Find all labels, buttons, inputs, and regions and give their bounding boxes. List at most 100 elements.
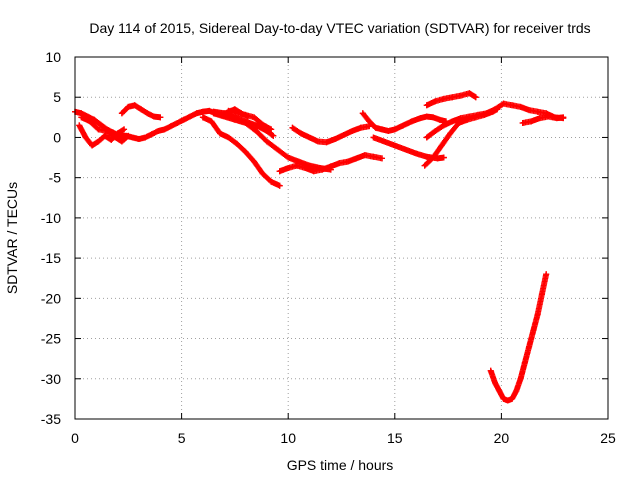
data-point [114, 130, 121, 137]
data-point [381, 138, 388, 145]
data-point [135, 136, 142, 143]
data-point [82, 134, 89, 141]
data-point [302, 165, 309, 172]
data-point [293, 162, 300, 169]
data-point [487, 367, 494, 374]
y-tick-label: -25 [41, 331, 61, 347]
data-point [534, 108, 541, 115]
data-point [289, 124, 296, 131]
data-point [78, 114, 85, 121]
chart-title: Day 114 of 2015, Sidereal Day-to-day VTE… [89, 20, 590, 36]
data-point [408, 118, 415, 125]
data-point [129, 134, 136, 141]
data-point [295, 158, 302, 165]
data-point [315, 138, 322, 145]
data-point [270, 132, 277, 139]
data-point [509, 395, 516, 402]
data-point [253, 128, 260, 135]
y-tick-labels: 10 5 0 -5 -10 -15 -20 -25 -30 -35 [41, 49, 61, 427]
series-markers [487, 271, 550, 404]
data-point [332, 136, 339, 143]
data-point [225, 134, 232, 141]
data-point [327, 163, 334, 170]
grid-lines [75, 57, 608, 419]
data-point [519, 119, 526, 126]
series-arc-15 [423, 100, 567, 141]
data-point [180, 116, 187, 123]
data-point [336, 160, 343, 167]
data-point [413, 150, 420, 157]
data-point [391, 126, 398, 133]
data-point [125, 103, 132, 110]
data-point [118, 110, 125, 117]
data-point [234, 110, 241, 117]
data-point [310, 168, 317, 175]
data-point [560, 114, 567, 121]
data-point [97, 121, 104, 128]
y-tick-label: -10 [41, 210, 61, 226]
data-point [500, 100, 507, 107]
data-point [274, 146, 281, 153]
data-point [76, 122, 83, 129]
data-point [242, 118, 249, 125]
data-point [372, 124, 379, 131]
data-point [263, 138, 270, 145]
data-point [259, 121, 266, 128]
data-point [436, 116, 443, 123]
data-point [234, 140, 241, 147]
data-point [449, 118, 456, 125]
data-point [138, 106, 145, 113]
data-point [543, 110, 550, 117]
data-point [101, 132, 108, 139]
data-point [379, 155, 386, 162]
data-point [118, 138, 125, 145]
data-point [513, 387, 520, 394]
data-point [359, 110, 366, 117]
data-point [91, 116, 98, 123]
data-point [440, 122, 447, 129]
data-point [89, 142, 96, 149]
x-tick-label: 20 [494, 430, 510, 446]
data-point [402, 146, 409, 153]
data-point [297, 130, 304, 137]
data-point [370, 153, 377, 160]
data-point [148, 131, 155, 138]
data-point [423, 102, 430, 109]
data-point [379, 126, 386, 133]
data-point [323, 139, 330, 146]
y-tick-label: 10 [45, 49, 61, 65]
series-arc-5 [199, 114, 283, 189]
data-point [193, 110, 200, 117]
data-point [231, 114, 238, 121]
series-arc-3 [78, 114, 132, 145]
plot-frame [74, 56, 609, 420]
data-point [517, 375, 524, 382]
data-point [400, 122, 407, 129]
data-point [221, 110, 228, 117]
data-point [208, 118, 215, 125]
data-point [353, 155, 360, 162]
data-point [95, 138, 102, 145]
data-point [251, 114, 258, 121]
data-point [430, 154, 437, 161]
data-point [447, 130, 454, 137]
series-arc-7 [210, 108, 277, 139]
data-point [553, 115, 560, 122]
series-arc-10 [289, 123, 373, 146]
data-point [466, 90, 473, 97]
data-point [521, 359, 528, 366]
y-tick-label: 0 [53, 129, 61, 145]
data-point [144, 110, 151, 117]
data-point [285, 154, 292, 161]
data-point [517, 103, 524, 110]
y-axis-label: SDTVAR / TECUs [4, 182, 20, 294]
data-point [103, 128, 110, 135]
data-point [285, 165, 292, 172]
series-arc-11 [359, 110, 449, 135]
data-point [432, 128, 439, 135]
data-point [528, 118, 535, 125]
series-arc-9 [276, 152, 386, 175]
data-point [268, 178, 275, 185]
data-point [543, 271, 550, 278]
